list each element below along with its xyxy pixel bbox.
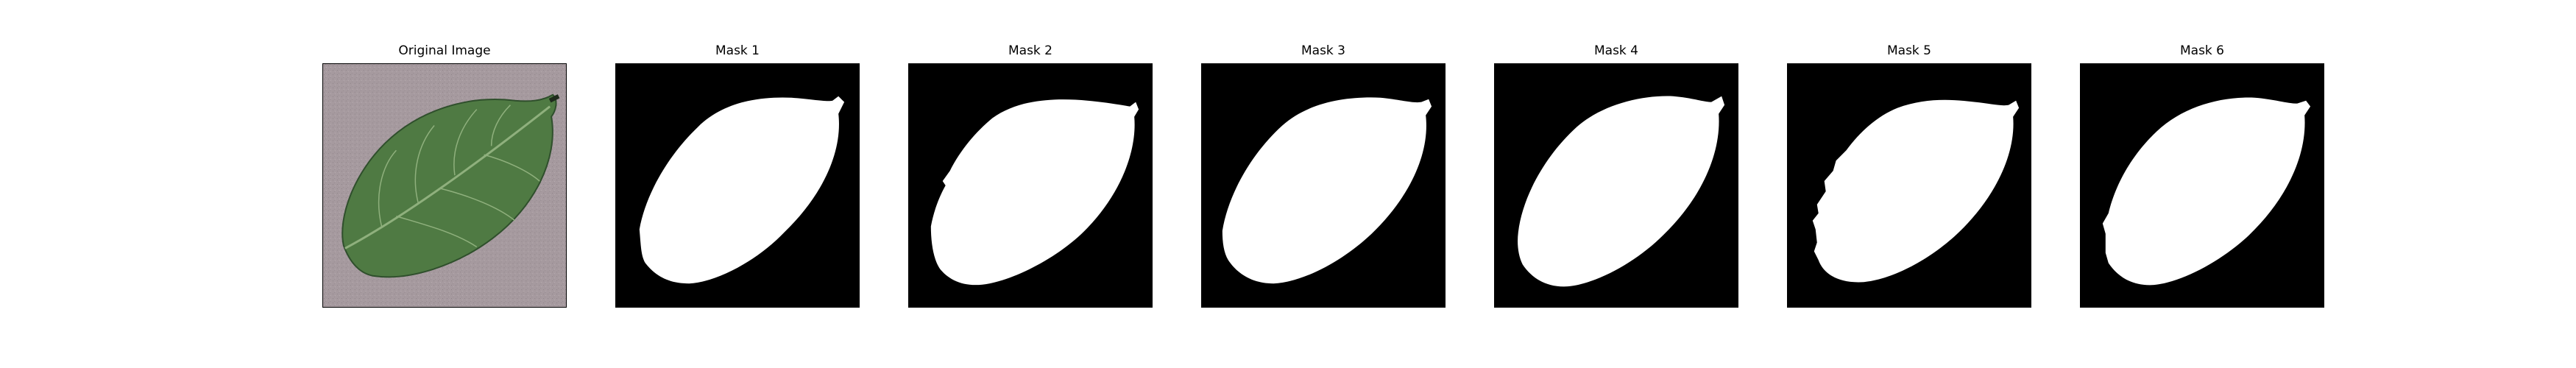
panel-title: Mask 5	[1886, 43, 1931, 58]
mask-2-image	[908, 63, 1153, 308]
panel-title: Mask 6	[2179, 43, 2224, 58]
mask-3-image	[1201, 63, 1446, 308]
panel-title: Mask 3	[1301, 43, 1345, 58]
panel-mask-1: Mask 1	[615, 43, 860, 309]
mask-5-image	[1787, 63, 2031, 308]
panel-title: Original Image	[398, 43, 491, 58]
panel-mask-6: Mask 6	[2080, 43, 2324, 309]
leaf	[342, 93, 560, 278]
panel-original-image: Original Image	[322, 43, 567, 309]
original-leaf-photo	[322, 63, 567, 308]
panel-mask-2: Mask 2	[908, 43, 1153, 309]
panel-title: Mask 4	[1593, 43, 1638, 58]
mask-6-image	[2080, 63, 2324, 308]
panel-mask-4: Mask 4	[1494, 43, 1738, 309]
panel-title: Mask 2	[1008, 43, 1052, 58]
panel-title: Mask 1	[715, 43, 760, 58]
panel-mask-5: Mask 5	[1787, 43, 2031, 309]
panel-mask-3: Mask 3	[1201, 43, 1446, 309]
mask-4-image	[1494, 63, 1738, 308]
mask-1-image	[615, 63, 860, 308]
